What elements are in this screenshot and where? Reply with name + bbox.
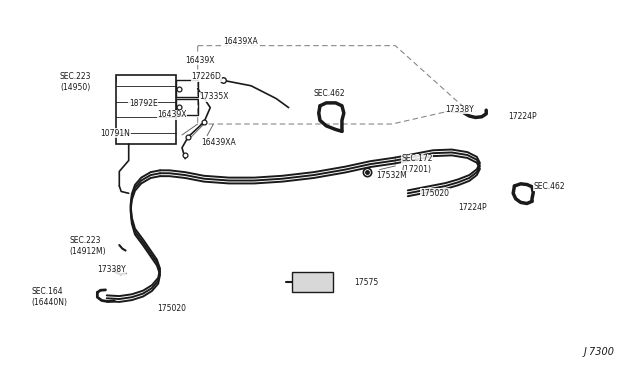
Bar (176, 99, 198, 115)
Text: 17335X: 17335X (200, 92, 229, 101)
Text: 17532M: 17532M (376, 171, 407, 180)
Text: 17224P: 17224P (508, 112, 537, 121)
Text: SEC.172
(17201): SEC.172 (17201) (401, 154, 433, 174)
Text: 17338Y: 17338Y (97, 265, 126, 274)
Text: SEC.164
(16440N): SEC.164 (16440N) (31, 288, 67, 307)
Bar (176, 80, 198, 97)
Text: 16439XA: 16439XA (223, 38, 257, 46)
Text: SEC.462: SEC.462 (533, 182, 565, 190)
Text: 16439X: 16439X (185, 56, 214, 65)
Text: 17224P: 17224P (458, 203, 486, 212)
Text: J 7300: J 7300 (584, 347, 615, 357)
Text: 17226D: 17226D (191, 72, 221, 81)
Text: 17338Y: 17338Y (445, 105, 474, 114)
Text: 10791N: 10791N (100, 129, 131, 138)
Text: 18792E: 18792E (129, 99, 157, 109)
Text: SEC.223
(14912M): SEC.223 (14912M) (69, 237, 106, 256)
Text: 175020: 175020 (420, 189, 449, 198)
Text: 16439XA: 16439XA (201, 138, 236, 147)
Text: 175020: 175020 (157, 304, 186, 312)
Text: 17575: 17575 (355, 278, 379, 287)
Bar (292, 272, 333, 292)
Text: SEC.223
(14950): SEC.223 (14950) (60, 73, 91, 92)
Text: 16439X: 16439X (157, 110, 186, 119)
Text: SEC.462: SEC.462 (314, 89, 346, 97)
Bar (116, 75, 176, 144)
